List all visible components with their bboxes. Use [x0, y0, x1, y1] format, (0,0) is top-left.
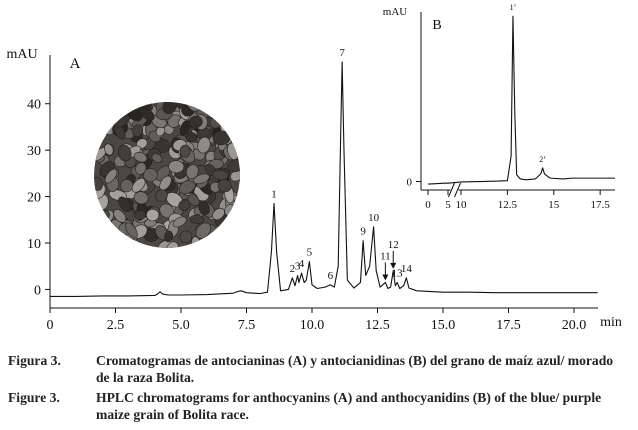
peak-label: 6 — [328, 270, 334, 282]
grain — [172, 216, 187, 228]
grain-photo — [94, 102, 240, 248]
caption-label: Figura 3. — [8, 353, 61, 368]
peak-label: 5 — [307, 247, 313, 259]
trace — [50, 61, 598, 297]
y-tick-label: 20 — [27, 190, 41, 205]
grain — [178, 199, 191, 211]
peak-label: 13 — [392, 267, 404, 279]
peak-label: 10 — [368, 212, 380, 224]
grain — [151, 153, 163, 163]
peak-label: 4 — [299, 258, 305, 270]
x-tick-label: 15 — [548, 199, 560, 211]
caption-es: Figura 3. Cromatogramas de antocianinas … — [8, 352, 630, 386]
grain — [195, 222, 211, 239]
panel-label: B — [432, 18, 441, 33]
peak-label: 12 — [388, 239, 399, 251]
grain — [146, 208, 160, 222]
grain — [139, 108, 155, 121]
x-tick-label: 10.0 — [300, 318, 325, 333]
y-tick-label: 30 — [27, 144, 41, 159]
grain — [217, 179, 232, 193]
grain — [179, 120, 191, 137]
x-axis-label: min — [600, 315, 622, 330]
caption-text: HPLC chromatograms for anthocyanins (A) … — [96, 390, 602, 422]
grain — [179, 230, 193, 244]
x-tick-label: 17.5 — [496, 318, 521, 333]
panel-label: A — [70, 56, 81, 72]
grain — [179, 144, 191, 158]
grain — [117, 144, 132, 162]
x-tick-label: 5.0 — [172, 318, 190, 333]
grain — [131, 177, 146, 193]
x-tick-label: 0 — [47, 318, 54, 333]
axis-break — [454, 182, 461, 198]
grain — [164, 230, 174, 243]
y-tick-label: 40 — [27, 98, 41, 113]
peak-label: 2 — [290, 263, 296, 275]
grain — [118, 196, 132, 212]
x-tick-label: 20.0 — [562, 318, 587, 333]
grain — [198, 201, 210, 215]
grain — [185, 164, 199, 180]
peak-label: 7 — [339, 47, 345, 59]
grain — [193, 173, 210, 185]
grain — [125, 222, 138, 239]
caption-text: Cromatogramas de antocianinas (A) y anto… — [96, 353, 614, 385]
peak-label: 14 — [401, 263, 413, 275]
x-tick-label: 7.5 — [238, 318, 256, 333]
x-tick-label: 12.5 — [498, 199, 518, 211]
grain — [133, 209, 146, 221]
grain — [185, 131, 198, 142]
grain — [133, 191, 149, 205]
caption-en: Figure 3. HPLC chromatograms for anthocy… — [8, 389, 630, 423]
y-tick-label: 0 — [407, 176, 413, 188]
y-axis-label: mAU — [6, 47, 37, 62]
peak-label: 1’ — [510, 3, 517, 12]
peak-arrow-head — [382, 274, 389, 281]
grain — [227, 158, 240, 173]
grain — [113, 209, 127, 223]
grain — [159, 175, 172, 191]
x-tick-label: 5 — [445, 199, 451, 211]
x-tick-label: 10 — [456, 199, 468, 211]
grain — [104, 168, 118, 184]
peak-label: 9 — [360, 226, 366, 238]
peak-label: 3 — [295, 261, 301, 273]
grain — [168, 160, 185, 174]
x-tick-label: 17.5 — [591, 199, 611, 211]
x-tick-label: 15.0 — [431, 318, 456, 333]
grain — [165, 241, 179, 248]
trace — [427, 15, 615, 185]
grain — [189, 214, 205, 224]
x-tick-label: 2.5 — [107, 318, 125, 333]
y-axis-label: mAU — [383, 6, 408, 18]
grain — [162, 102, 177, 114]
peak-label: 11 — [380, 250, 391, 262]
y-tick-label: 10 — [27, 237, 41, 252]
grain — [188, 115, 203, 129]
peak-label: 1 — [271, 189, 277, 201]
grain — [104, 143, 114, 156]
peak-arrow-head — [390, 262, 397, 269]
grain — [143, 168, 158, 183]
grain — [212, 207, 225, 221]
grain — [197, 136, 211, 154]
x-tick-label: 12.5 — [365, 318, 390, 333]
grain — [212, 169, 229, 181]
axis-break — [448, 182, 455, 198]
y-tick-label: 0 — [34, 283, 41, 298]
peak-label: 2’ — [539, 155, 546, 164]
grain — [120, 179, 134, 193]
x-tick-label: 0 — [425, 199, 431, 211]
caption-label: Figure 3. — [8, 390, 60, 405]
grain — [132, 124, 144, 137]
axis-break-gap — [450, 187, 459, 193]
grain — [181, 105, 192, 117]
grain — [133, 152, 148, 163]
